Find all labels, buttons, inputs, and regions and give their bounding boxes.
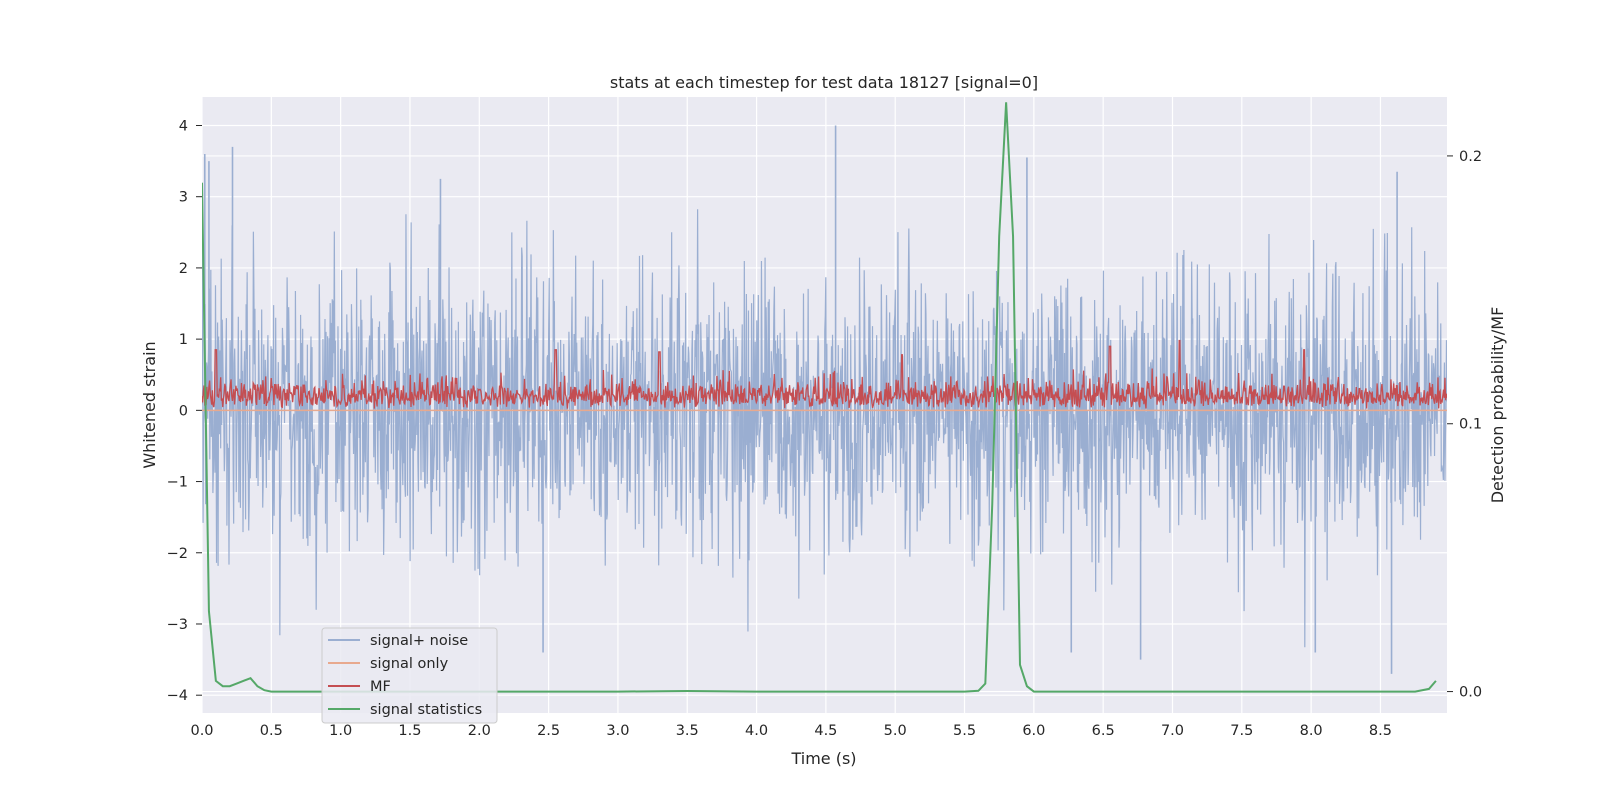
legend: signal+ noise signal only MF signal stat… <box>321 627 498 724</box>
y-axis-label: Whitened strain <box>140 341 159 468</box>
y-tick-label: −3 <box>167 617 188 633</box>
y2-tick-label: 0.2 <box>1459 149 1482 165</box>
y2-axis-label: Detection probability/MF <box>1488 307 1507 504</box>
series-signal-statistics-line <box>202 102 1437 693</box>
legend-entry-mf: MF <box>328 679 391 695</box>
y2-tick-label: 0.1 <box>1459 417 1482 433</box>
x-tick-label: 7.5 <box>1230 723 1253 739</box>
x-tick-label: 3.5 <box>676 723 699 739</box>
legend-label-signal-statistics: signal statistics <box>370 702 482 718</box>
x-tick-label: 8.5 <box>1369 723 1392 739</box>
chart-title: stats at each timestep for test data 181… <box>610 73 1038 92</box>
x-tick-label: 8.0 <box>1300 723 1323 739</box>
x-tick-label: 4.5 <box>814 723 837 739</box>
y2-tick-label: 0.0 <box>1459 685 1482 701</box>
x-tick-label: 6.5 <box>1092 723 1115 739</box>
x-tick-label: 6.0 <box>1022 723 1045 739</box>
axes: 0.0 0.5 1.0 1.5 2.0 2.5 3.0 3.5 4.0 4.5 5.0 5.5 6.0 6… <box>167 118 1482 739</box>
x-tick-label: 0.5 <box>260 723 283 739</box>
legend-entry-signal-noise: signal+ noise <box>328 633 468 649</box>
x-tick-label: 1.0 <box>329 723 352 739</box>
legend-label-signal-noise: signal+ noise <box>370 633 468 649</box>
legend-entry-signal-statistics: signal statistics <box>328 702 482 718</box>
x-tick-label: 3.0 <box>606 723 629 739</box>
y-tick-label: 3 <box>179 190 188 206</box>
x-tick-label: 4.0 <box>745 723 768 739</box>
series-signal-noise-peaks <box>203 125 1398 674</box>
y-tick-label: −4 <box>167 688 188 704</box>
x-tick-label: 5.0 <box>884 723 907 739</box>
legend-label-mf: MF <box>370 679 391 695</box>
y-tick-label: −2 <box>167 546 188 562</box>
legend-entry-signal-only: signal only <box>328 656 449 672</box>
y-tick-label: −1 <box>167 475 188 491</box>
series-signal-noise-line <box>202 209 1447 648</box>
y-tick-label: 2 <box>179 261 188 277</box>
y-tick-label: 1 <box>179 332 188 348</box>
x-tick-label: 2.0 <box>468 723 491 739</box>
x-tick-label: 5.5 <box>953 723 976 739</box>
legend-frame <box>321 627 498 724</box>
x-tick-label: 7.0 <box>1161 723 1184 739</box>
x-axis-label: Time (s) <box>790 749 856 768</box>
x-tick-label: 0.0 <box>190 723 213 739</box>
y-tick-label: 0 <box>179 403 188 419</box>
series-mf-line <box>202 339 1447 409</box>
x-tick-label: 2.5 <box>537 723 560 739</box>
x-tick-label: 1.5 <box>398 723 421 739</box>
y-tick-label: 4 <box>179 118 188 134</box>
legend-label-signal-only: signal only <box>370 656 449 672</box>
